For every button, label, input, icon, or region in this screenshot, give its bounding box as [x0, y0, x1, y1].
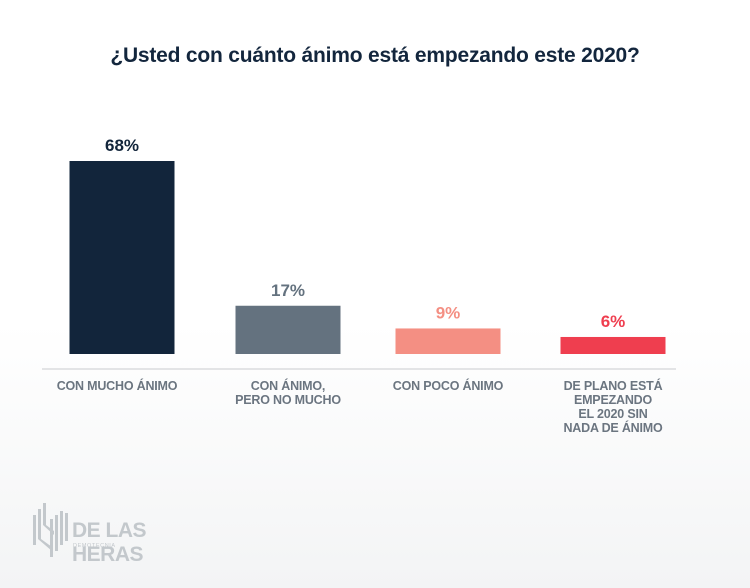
category-label-line: EMPEZANDO	[573, 393, 653, 407]
brand-name: DE LAS HERAS	[72, 519, 147, 566]
bar-1	[69, 161, 175, 354]
value-label-1: 68%	[105, 136, 139, 155]
category-label-2: CON ÁNIMO, PERO NO MUCHO	[213, 379, 363, 407]
bar-4	[560, 336, 666, 354]
bar-3	[395, 328, 501, 354]
category-label-4: DE PLANO ESTÁ EMPEZANDO EL 2020 SIN NADA DE…	[538, 379, 688, 435]
category-label-line: PERO NO MUCHO	[235, 393, 341, 407]
brand-subtitle: DEMOTECNIA	[73, 543, 116, 549]
category-label-1: CON MUCHO ÁNIMO	[42, 379, 192, 393]
logo-mark-icon	[33, 503, 68, 557]
value-labels-group: 68% 17% 9% 6%	[105, 136, 625, 331]
value-label-3: 9%	[436, 303, 461, 322]
category-label-line: DE PLANO ESTÁ	[563, 379, 663, 393]
chart-title: ¿Usted con cuánto ánimo está empezando e…	[110, 44, 640, 67]
category-label-3: CON POCO ÁNIMO	[373, 379, 523, 393]
brand-logo: DE LAS HERAS DEMOTECNIA	[32, 503, 212, 566]
bars-group	[69, 161, 666, 354]
category-label-line: EL 2020 SIN	[578, 407, 648, 421]
category-label-line: NADA DE ÁNIMO	[563, 421, 663, 435]
bar-2	[235, 305, 341, 354]
category-label-line: CON ÁNIMO,	[250, 379, 326, 393]
value-label-4: 6%	[601, 312, 626, 331]
category-label-line: CON MUCHO ÁNIMO	[56, 379, 178, 393]
category-label-line: CON POCO ÁNIMO	[392, 379, 504, 393]
value-label-2: 17%	[271, 281, 305, 300]
